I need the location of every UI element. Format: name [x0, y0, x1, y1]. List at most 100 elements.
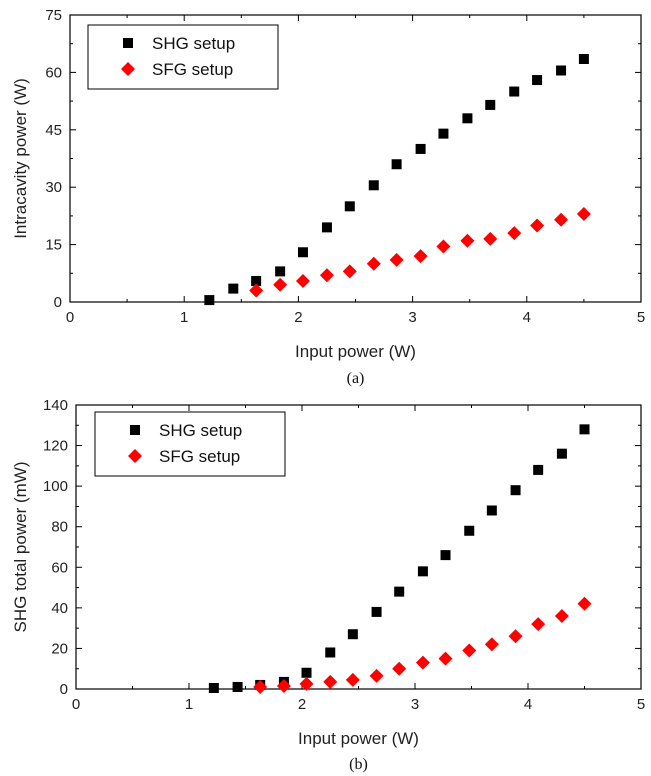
- data-point: [554, 608, 569, 623]
- data-point: [556, 65, 567, 76]
- data-point: [319, 268, 334, 283]
- legend-marker: [121, 62, 135, 76]
- data-point: [342, 264, 357, 279]
- x-tick-label: 1: [180, 309, 188, 326]
- data-point: [485, 99, 496, 110]
- data-point: [344, 201, 355, 212]
- data-point: [413, 249, 428, 264]
- data-point: [299, 676, 314, 691]
- y-axis-label: Intracavity power (W): [11, 78, 30, 239]
- x-axis-label: Input power (W): [298, 729, 419, 748]
- legend-label: SHG setup: [152, 34, 235, 53]
- legend-marker: [130, 425, 140, 435]
- data-point: [576, 206, 591, 221]
- data-point: [532, 75, 543, 86]
- y-tick-label: 15: [45, 237, 62, 254]
- legend: SHG setup SFG setup: [94, 411, 286, 477]
- legend: SHG setup SFG setup: [87, 24, 279, 90]
- x-tick-label: 5: [637, 696, 645, 713]
- x-tick-label: 4: [524, 696, 532, 713]
- data-point: [556, 448, 567, 459]
- x-axis-label: Input power (W): [295, 342, 416, 361]
- data-point: [486, 505, 497, 516]
- data-point: [366, 256, 381, 271]
- data-point: [321, 222, 332, 233]
- data-point: [507, 226, 522, 241]
- data-point: [392, 661, 407, 676]
- data-point: [275, 266, 286, 277]
- chart-panel-b: 0 1 2 3 4 5 0 20 40 60 80 100 120 140 Input power (W) S…: [11, 397, 645, 773]
- data-point: [325, 647, 336, 658]
- data-point: [508, 629, 523, 644]
- x-tick-label: 0: [66, 309, 74, 326]
- data-point: [253, 679, 268, 694]
- data-point: [415, 143, 426, 154]
- legend-label: SFG setup: [152, 60, 233, 79]
- legend-marker: [123, 38, 133, 48]
- data-point: [438, 128, 449, 139]
- data-point: [391, 159, 402, 170]
- y-axis-label: SHG total power (mW): [11, 462, 30, 633]
- data-point: [484, 637, 499, 652]
- legend-marker: [128, 449, 142, 463]
- data-point: [204, 295, 215, 306]
- y-tick-label: 30: [45, 179, 62, 196]
- panel-caption: (a): [347, 370, 365, 387]
- x-tick-label: 3: [408, 309, 416, 326]
- data-point: [345, 672, 360, 687]
- data-point: [323, 674, 338, 689]
- y-tick-label: 60: [45, 64, 62, 81]
- data-point: [251, 275, 262, 286]
- x-tick-label: 2: [298, 696, 306, 713]
- data-point: [464, 525, 475, 536]
- legend-box: [94, 411, 286, 477]
- data-point: [347, 629, 358, 640]
- data-point: [415, 655, 430, 670]
- data-point: [509, 86, 520, 97]
- series-sfg: [249, 206, 591, 298]
- y-tick-label: 120: [43, 438, 68, 455]
- x-tick-label: 4: [523, 309, 531, 326]
- y-tick-label: 100: [43, 478, 68, 495]
- data-point: [368, 180, 379, 191]
- panel-caption: (b): [349, 756, 368, 773]
- data-point: [530, 218, 545, 233]
- y-tick-label: 0: [60, 681, 68, 698]
- data-point: [440, 550, 451, 561]
- x-tick-label: 0: [72, 696, 80, 713]
- series-shg: [204, 54, 589, 306]
- data-point: [579, 424, 590, 435]
- y-tick-label: 80: [51, 519, 68, 536]
- y-tick-label: 40: [51, 600, 68, 617]
- data-point: [578, 54, 589, 65]
- y-tick-label: 20: [51, 640, 68, 657]
- y-tick-label: 45: [45, 122, 62, 139]
- data-point: [297, 247, 308, 258]
- x-tick-label: 5: [637, 309, 645, 326]
- legend-box: [87, 24, 279, 90]
- data-point: [462, 643, 477, 658]
- x-tick-label: 2: [294, 309, 302, 326]
- data-point: [228, 283, 239, 294]
- y-tick-label: 75: [45, 7, 62, 24]
- data-point: [389, 252, 404, 267]
- data-point: [460, 233, 475, 248]
- data-point: [371, 606, 382, 617]
- y-tick-label: 0: [54, 294, 62, 311]
- data-point: [436, 239, 451, 254]
- data-point: [394, 586, 405, 597]
- data-point: [577, 596, 592, 611]
- data-point: [232, 681, 243, 692]
- data-point: [276, 678, 291, 693]
- x-tick-label: 1: [185, 696, 193, 713]
- data-point: [417, 566, 428, 577]
- data-point: [273, 277, 288, 292]
- legend-label: SFG setup: [159, 447, 240, 466]
- y-tick-label: 140: [43, 397, 68, 414]
- data-point: [369, 668, 384, 683]
- data-point: [510, 485, 521, 496]
- data-point: [249, 283, 264, 298]
- data-point: [438, 651, 453, 666]
